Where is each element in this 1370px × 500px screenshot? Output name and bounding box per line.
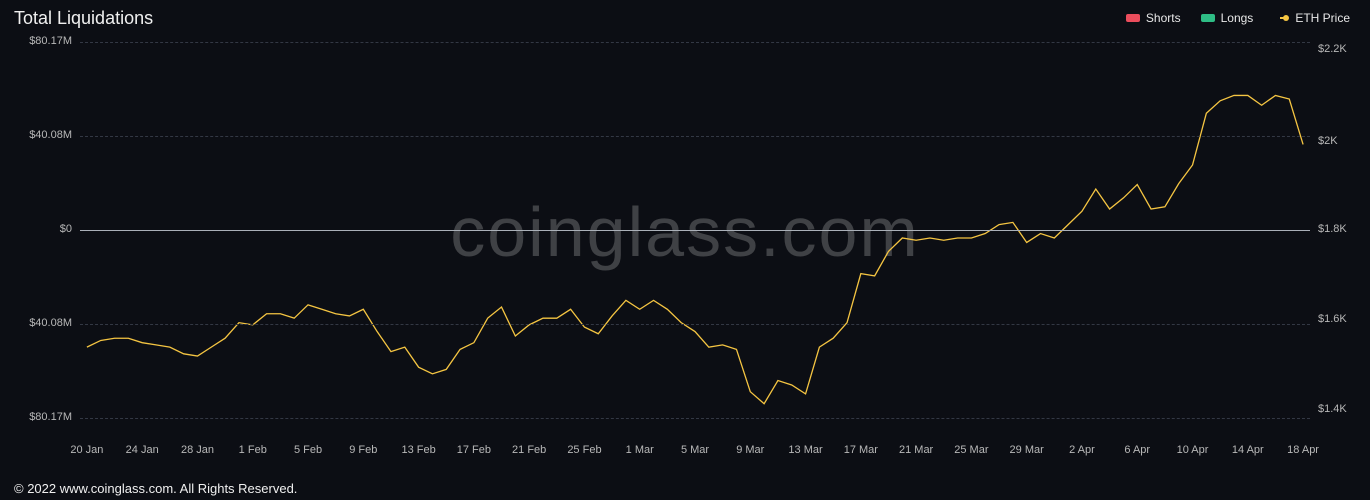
x-axis-tick: 25 Feb xyxy=(567,444,601,456)
x-axis-tick: 5 Mar xyxy=(681,444,709,456)
legend-longs-swatch xyxy=(1201,14,1215,22)
x-axis-tick: 29 Mar xyxy=(1010,444,1044,456)
legend-shorts-label: Shorts xyxy=(1146,11,1181,25)
x-axis-tick: 10 Apr xyxy=(1177,444,1209,456)
y-axis-right-tick: $1.8K xyxy=(1318,223,1347,235)
y-axis-left-tick: $40.08M xyxy=(10,317,72,329)
legend-price-swatch xyxy=(1273,14,1287,22)
x-axis-tick: 2 Apr xyxy=(1069,444,1095,456)
footer-copyright: © 2022 www.coinglass.com. All Rights Res… xyxy=(14,481,297,496)
y-axis-left-tick: $0 xyxy=(10,223,72,235)
y-axis-right-tick: $1.6K xyxy=(1318,313,1347,325)
x-axis-tick: 9 Mar xyxy=(736,444,764,456)
x-axis-tick: 14 Apr xyxy=(1232,444,1264,456)
x-axis-tick: 21 Feb xyxy=(512,444,546,456)
x-axis-tick: 20 Jan xyxy=(70,444,103,456)
x-axis-tick: 28 Jan xyxy=(181,444,214,456)
liquidations-chart[interactable]: coinglass.com $80.17M$40.08M$0$40.08M$80… xyxy=(0,30,1370,460)
x-axis-tick: 17 Feb xyxy=(457,444,491,456)
gridline xyxy=(80,136,1310,137)
y-axis-left-tick: $80.17M xyxy=(10,35,72,47)
x-axis-tick: 13 Feb xyxy=(401,444,435,456)
x-axis-tick: 5 Feb xyxy=(294,444,322,456)
legend-shorts-swatch xyxy=(1126,14,1140,22)
page-title: Total Liquidations xyxy=(14,8,153,29)
legend-longs[interactable]: Longs xyxy=(1201,11,1254,25)
legend-shorts[interactable]: Shorts xyxy=(1126,11,1181,25)
chart-legend: Shorts Longs ETH Price xyxy=(1126,11,1350,25)
y-axis-left-tick: $80.17M xyxy=(10,411,72,423)
gridline xyxy=(80,418,1310,419)
x-axis-tick: 9 Feb xyxy=(349,444,377,456)
x-axis-tick: 6 Apr xyxy=(1124,444,1150,456)
y-axis-right-tick: $2K xyxy=(1318,135,1338,147)
legend-price[interactable]: ETH Price xyxy=(1273,11,1350,25)
x-axis-tick: 18 Apr xyxy=(1287,444,1319,456)
x-axis-tick: 24 Jan xyxy=(126,444,159,456)
x-axis-tick: 13 Mar xyxy=(788,444,822,456)
x-axis-tick: 25 Mar xyxy=(954,444,988,456)
zero-line xyxy=(80,230,1310,231)
legend-price-label: ETH Price xyxy=(1295,11,1350,25)
legend-longs-label: Longs xyxy=(1221,11,1254,25)
gridline xyxy=(80,324,1310,325)
x-axis-tick: 17 Mar xyxy=(844,444,878,456)
x-axis-tick: 21 Mar xyxy=(899,444,933,456)
y-axis-right-tick: $1.4K xyxy=(1318,403,1347,415)
y-axis-left-tick: $40.08M xyxy=(10,129,72,141)
x-axis-tick: 1 Mar xyxy=(626,444,654,456)
x-axis-tick: 1 Feb xyxy=(239,444,267,456)
y-axis-right-tick: $2.2K xyxy=(1318,43,1347,55)
eth-price-line[interactable] xyxy=(87,95,1303,403)
gridline xyxy=(80,42,1310,43)
